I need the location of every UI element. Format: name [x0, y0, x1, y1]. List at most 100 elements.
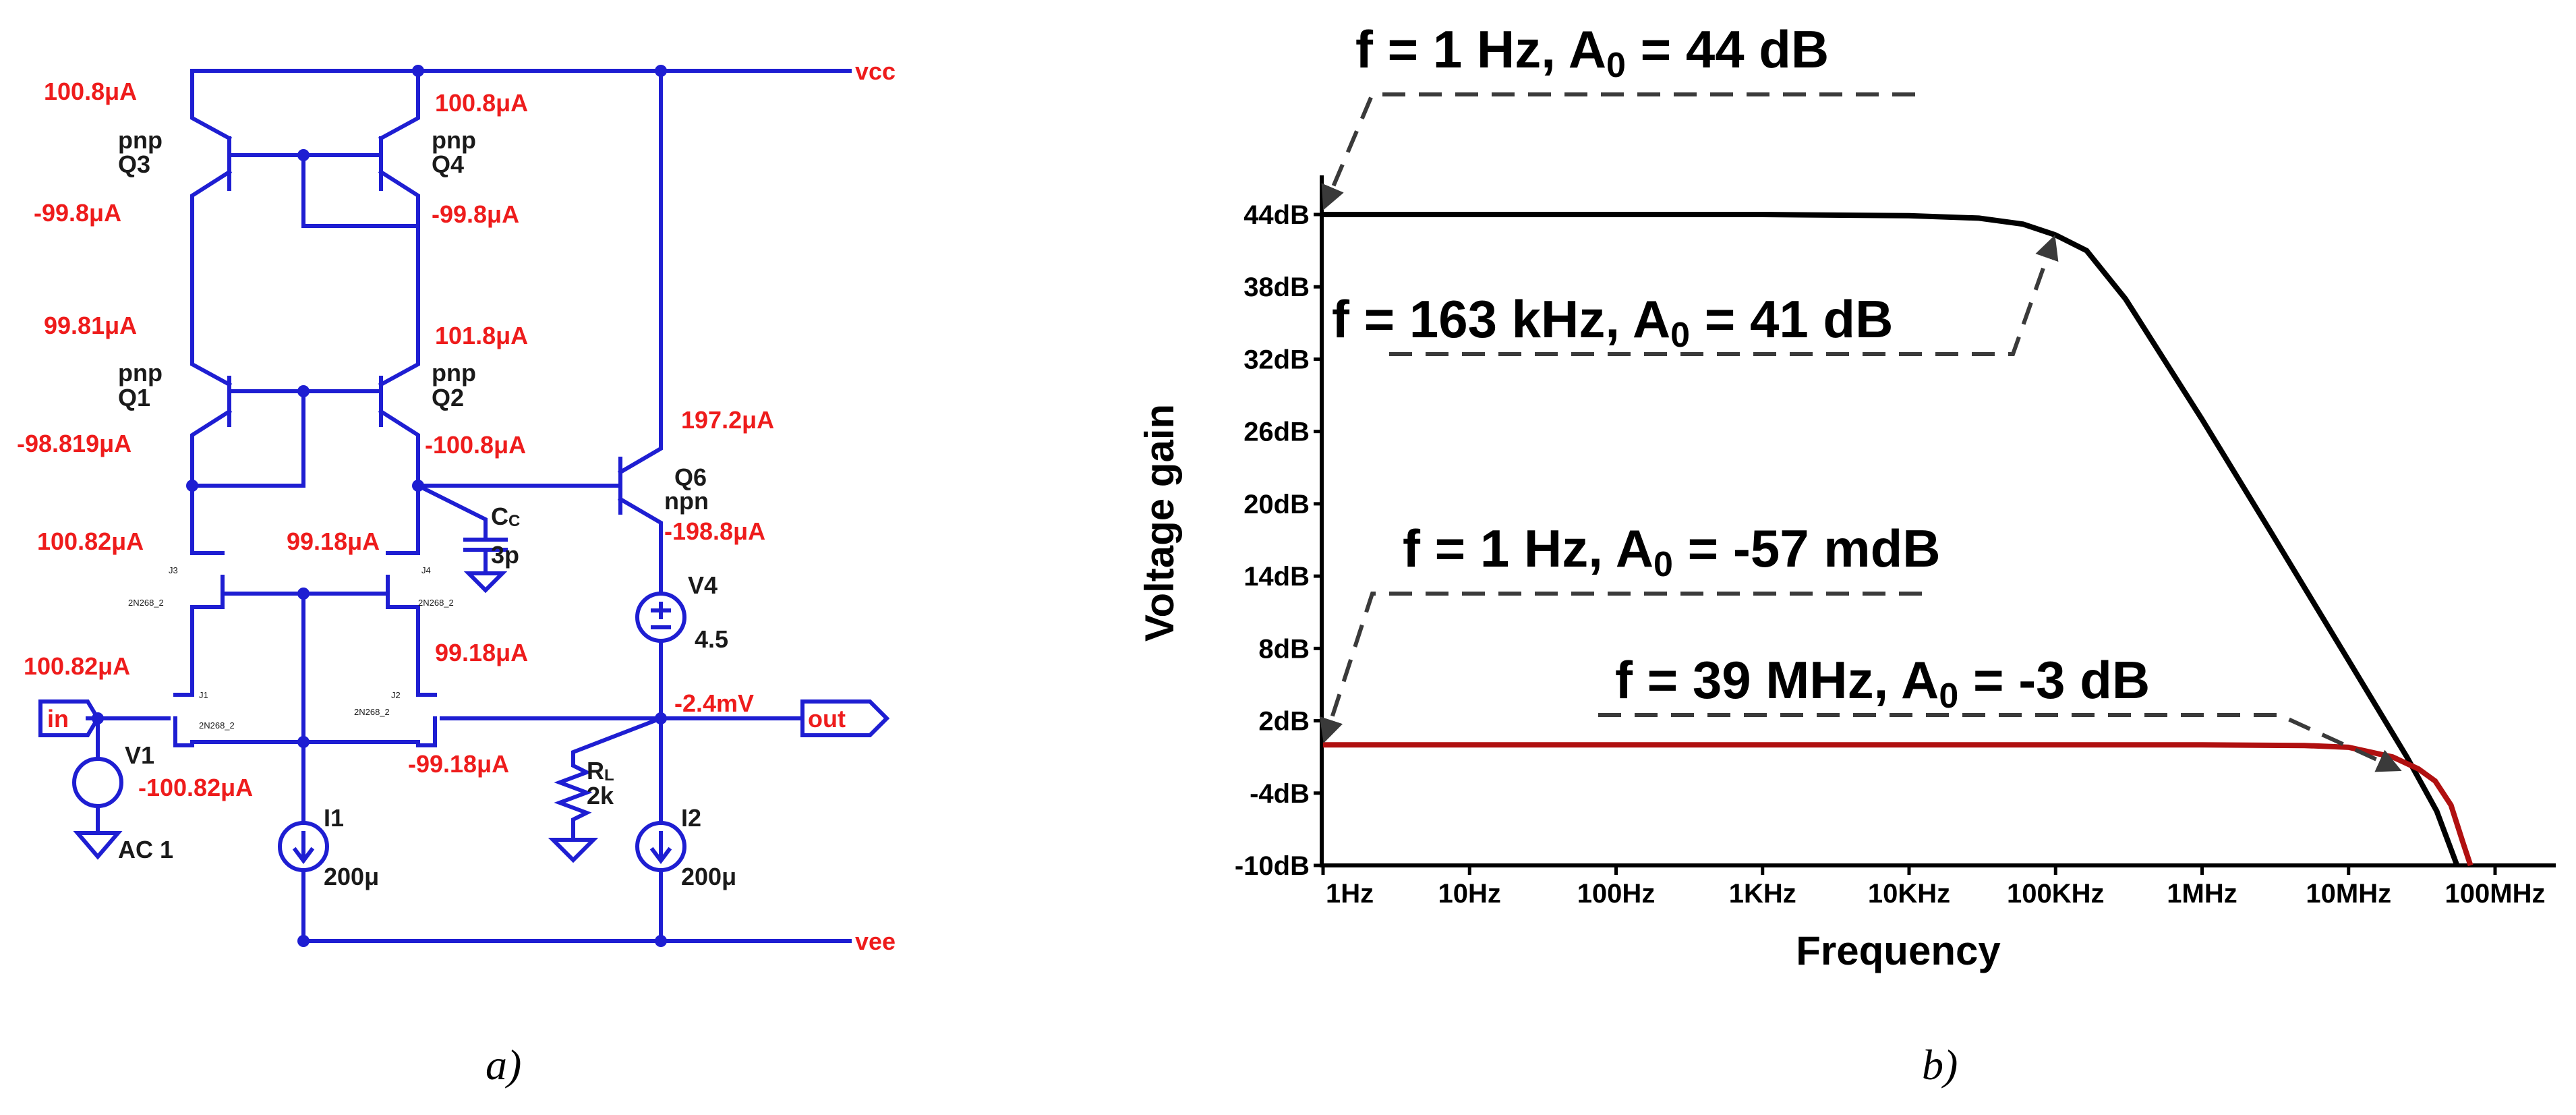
j2-name: J2: [391, 690, 401, 700]
q3-bot-current: -99.8μA: [34, 199, 121, 227]
q2-q4-link: [378, 221, 420, 488]
bode-chart: 44dB38dB32dB26dB20dB14dB8dB2dB-4dB-10dB …: [1137, 20, 2556, 973]
y-tick-label: 20dB: [1243, 490, 1310, 519]
j3-name: J3: [169, 565, 178, 575]
q4-name: Q4: [432, 150, 464, 178]
output-label: out: [808, 705, 846, 733]
q3-type: pnp: [118, 126, 163, 154]
v1-wire: [73, 716, 123, 860]
x-tick-label: 100MHz: [2445, 879, 2546, 909]
q2-type: pnp: [432, 359, 476, 387]
annotation-4-leader: [1598, 713, 2402, 772]
y-tick-label: 14dB: [1243, 562, 1310, 592]
q1q2-base: [190, 389, 383, 488]
j1-model: 2N268_2: [199, 720, 235, 731]
series-closed-loop: [1323, 742, 2473, 867]
j2-bot-current: -99.18μA: [408, 750, 509, 778]
cc-value: 3p: [491, 541, 519, 569]
x-tick-label: 1KHz: [1729, 879, 1796, 909]
j3-body: [190, 484, 305, 656]
i1-value: 200μ: [324, 863, 379, 890]
q2-bot-current: -100.8μA: [425, 431, 526, 459]
rl-resistor: [548, 716, 664, 863]
v1-source: [72, 757, 123, 808]
q4-body: [301, 69, 420, 225]
q3-name: Q3: [118, 150, 150, 178]
annotation-2: f = 163 kHz, A0 = 41 dB: [1332, 289, 1893, 355]
y-tick-label: -4dB: [1250, 779, 1310, 809]
caption-b: b): [1922, 1041, 1958, 1089]
y-tick-label: 2dB: [1258, 707, 1310, 737]
v1-name: V1: [125, 741, 154, 769]
i2-name: I2: [681, 804, 701, 832]
rl-name: RL: [587, 757, 614, 784]
x-tick-label: 1MHz: [2167, 879, 2237, 909]
q6-bot-current: -198.8μA: [664, 517, 765, 545]
annotation-3-leader: [1319, 592, 1922, 743]
j4-name: J4: [421, 565, 431, 575]
y-tick-label: 38dB: [1243, 273, 1310, 302]
j4-current: 99.18μA: [287, 527, 380, 555]
y-tick-label: -10dB: [1235, 851, 1310, 881]
annotation-2-leader: [1389, 235, 2059, 356]
input-label: in: [47, 705, 69, 733]
annotation-1-leader: [1321, 92, 1915, 210]
i2-value: 200μ: [681, 863, 736, 890]
x-axis-title: Frequency: [1796, 928, 2001, 973]
x-tick-label: 100Hz: [1577, 879, 1656, 909]
rl-value: 2k: [587, 782, 614, 809]
v4-wire: [651, 602, 671, 720]
j4-body: [301, 484, 420, 656]
j2-top-current: 99.18μA: [435, 639, 528, 666]
output-voltage: -2.4mV: [674, 689, 754, 717]
j2-body: [416, 652, 663, 747]
j1-top-current: 100.82μA: [24, 652, 130, 680]
q2-name: Q2: [432, 384, 464, 411]
annotation-4: f = 39 MHz, A0 = -3 dB: [1615, 650, 2150, 716]
input-port: [38, 699, 100, 737]
j1-bot-current: -100.82μA: [138, 774, 253, 801]
y-tick-label: 32dB: [1243, 345, 1310, 374]
i2-source: [635, 821, 686, 872]
vcc-label: vcc: [855, 57, 896, 85]
x-tick-label: 10MHz: [2306, 879, 2391, 909]
q3q4-diode: [301, 153, 420, 228]
q2-top-current: 101.8μA: [435, 322, 528, 349]
q3-top-current: 100.8μA: [44, 78, 137, 105]
q1-q3-link: [190, 221, 233, 488]
j3-model: 2N268_2: [128, 598, 164, 608]
annotation-3: f = 1 Hz, A0 = -57 mdB: [1403, 519, 1941, 584]
y-tick-label: 44dB: [1243, 200, 1310, 230]
q6-name: Q6: [674, 463, 707, 491]
series-open-loop: [1323, 212, 2460, 867]
x-tick-label: 10Hz: [1438, 879, 1501, 909]
q6-top-current: 197.2μA: [681, 406, 774, 434]
y-axis-title: Voltage gain: [1137, 404, 1182, 641]
q6-type: npn: [664, 487, 709, 515]
j2-model: 2N268_2: [354, 707, 390, 717]
circuit-schematic: vcc vee in: [17, 57, 896, 955]
x-tick-label: 100KHz: [2007, 879, 2105, 909]
v1-value: AC 1: [118, 836, 173, 863]
j1-body: [86, 652, 420, 747]
j1-name: J1: [199, 690, 208, 700]
cc-name: CC: [491, 503, 520, 530]
i1-source: [278, 821, 329, 872]
q4-type: pnp: [432, 126, 476, 154]
q3-body: [190, 69, 305, 225]
vee-label: vee: [855, 927, 896, 955]
x-tick-label: 1Hz: [1326, 879, 1374, 909]
q4-bot-current: -99.8μA: [432, 200, 519, 228]
annotation-1: f = 1 Hz, A0 = 44 dB: [1355, 20, 1829, 85]
x-tick-label: 10KHz: [1868, 879, 1950, 909]
j4-model: 2N268_2: [418, 598, 454, 608]
y-tick-label: 26dB: [1243, 418, 1310, 447]
q1-name: Q1: [118, 384, 150, 411]
caption-a: a): [486, 1041, 521, 1089]
i1-name: I1: [324, 804, 344, 832]
y-tick-label: 8dB: [1258, 634, 1310, 664]
v4-value: 4.5: [695, 625, 728, 653]
q1-type: pnp: [118, 359, 163, 387]
